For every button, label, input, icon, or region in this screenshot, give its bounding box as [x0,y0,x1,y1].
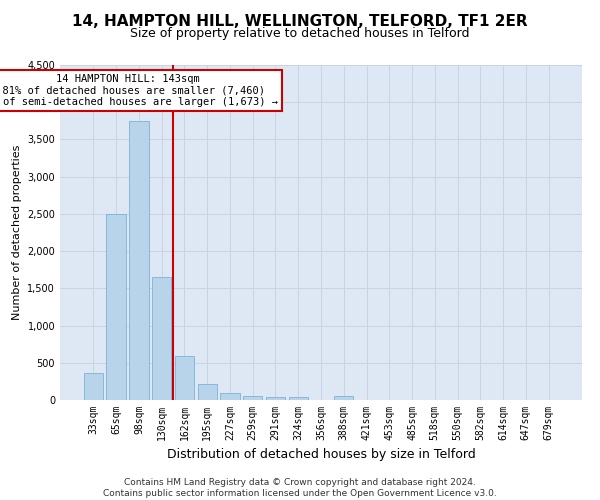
X-axis label: Distribution of detached houses by size in Telford: Distribution of detached houses by size … [167,448,475,462]
Bar [106,214,126,400]
Bar [266,397,285,400]
Y-axis label: Number of detached properties: Number of detached properties [12,145,22,320]
Bar [220,392,239,400]
Bar [289,397,308,400]
Bar [243,396,262,400]
Text: Contains HM Land Registry data © Crown copyright and database right 2024.
Contai: Contains HM Land Registry data © Crown c… [103,478,497,498]
Bar [152,277,172,400]
Bar [129,121,149,400]
Bar [84,373,103,400]
Bar [334,396,353,400]
Text: 14 HAMPTON HILL: 143sqm
← 81% of detached houses are smaller (7,460)
18% of semi: 14 HAMPTON HILL: 143sqm ← 81% of detache… [0,74,278,107]
Text: Size of property relative to detached houses in Telford: Size of property relative to detached ho… [130,28,470,40]
Bar [197,384,217,400]
Text: 14, HAMPTON HILL, WELLINGTON, TELFORD, TF1 2ER: 14, HAMPTON HILL, WELLINGTON, TELFORD, T… [72,14,528,29]
Bar [175,356,194,400]
